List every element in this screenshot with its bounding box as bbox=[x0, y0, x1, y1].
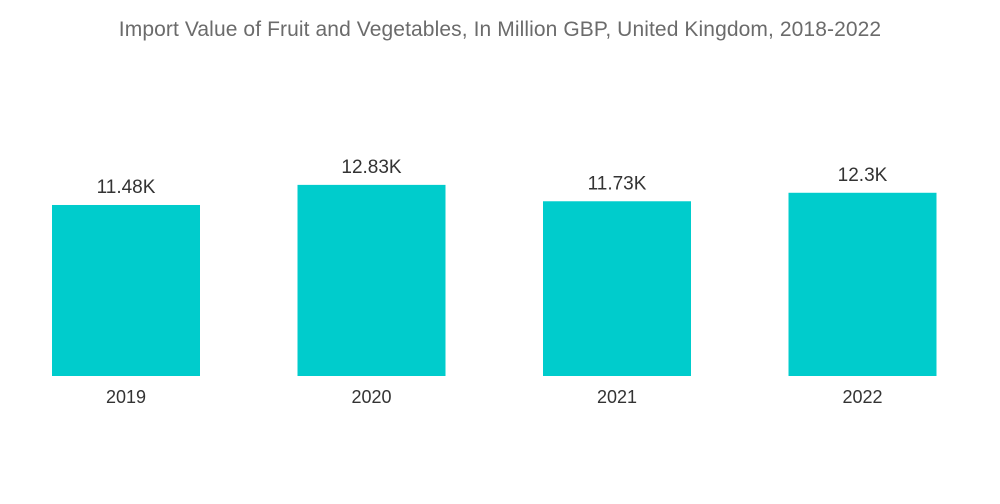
bars-group bbox=[52, 184, 937, 376]
value-labels-group: 11.48K 12.83K 11.73K 12.3K bbox=[97, 157, 888, 198]
chart-title: Import Value of Fruit and Vegetables, In… bbox=[118, 18, 882, 41]
value-label-2021: 11.73K bbox=[588, 173, 647, 194]
category-labels-group: 2019 2020 2021 2022 bbox=[106, 387, 883, 407]
category-label-2019: 2019 bbox=[106, 387, 146, 407]
category-label-2021: 2021 bbox=[597, 387, 637, 407]
bar-2022 bbox=[788, 192, 937, 376]
value-label-2019: 11.48K bbox=[97, 177, 156, 198]
value-label-2022: 12.3K bbox=[838, 165, 888, 186]
bar-2019 bbox=[52, 204, 200, 376]
bar-2021 bbox=[543, 201, 691, 376]
category-label-2022: 2022 bbox=[842, 387, 882, 407]
category-label-2020: 2020 bbox=[351, 387, 391, 407]
bar-2020 bbox=[297, 184, 446, 376]
value-label-2020: 12.83K bbox=[341, 157, 402, 178]
